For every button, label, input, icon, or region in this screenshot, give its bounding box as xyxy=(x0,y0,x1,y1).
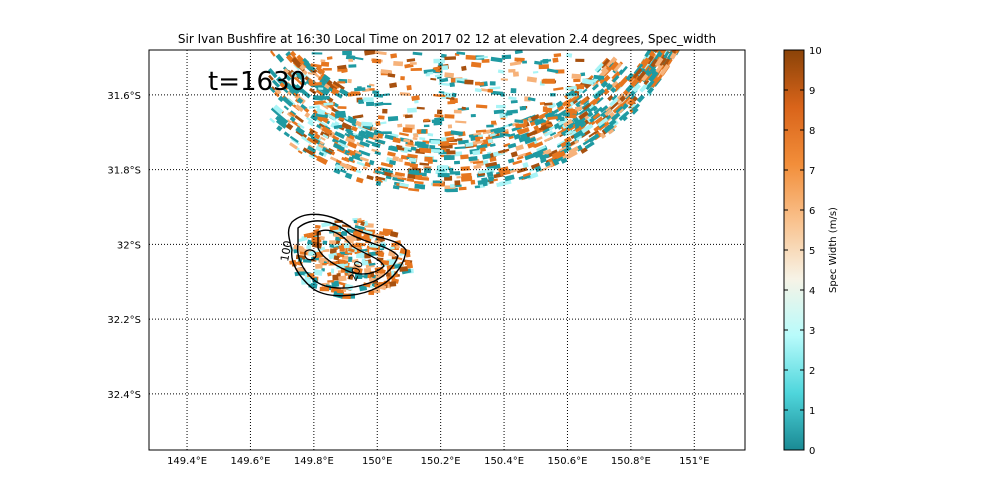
longitude-tick-label: 150°E xyxy=(362,456,392,467)
latitude-tick-labels: 31.6°S 31.8°S 32°S 32.2°S 32.4°S xyxy=(107,91,141,401)
contour-small-loop xyxy=(304,249,317,261)
map-plot-area xyxy=(149,50,745,450)
figure-title: Sir Ivan Bushfire at 16:30 Local Time on… xyxy=(178,32,716,46)
longitude-tick-label: 149.6°E xyxy=(230,456,270,467)
longitude-tick-label: 151°E xyxy=(679,456,709,467)
longitude-tick-labels: 149.4°E 149.6°E 149.8°E 150°E 150.2°E 150.4°E… xyxy=(167,456,709,467)
latitude-tick-label: 32.2°S xyxy=(107,315,141,326)
latitude-tick-label: 31.8°S xyxy=(107,166,141,177)
time-stamp-label: t=1630 xyxy=(208,67,306,97)
colorbar-ticks: 0 1 2 3 4 5 6 7 8 9 10 xyxy=(784,46,822,457)
latitude-tick-label: 32.4°S xyxy=(107,390,141,401)
longitude-tick-label: 150.2°E xyxy=(421,456,461,467)
colorbar-tick-label: 4 xyxy=(809,286,815,297)
colorbar-tick-label: 9 xyxy=(809,86,815,97)
radar-echoes xyxy=(268,50,683,300)
map-frame xyxy=(148,49,746,451)
contour-middle xyxy=(296,220,399,289)
latitude-tick-label: 32°S xyxy=(117,240,141,251)
latitude-tick-label: 31.6°S xyxy=(107,91,141,102)
colorbar-tick-label: 1 xyxy=(809,406,815,417)
contour-label-100: 100 xyxy=(278,240,294,263)
colorbar-tick-label: 0 xyxy=(809,446,815,457)
longitude-tick-label: 149.4°E xyxy=(167,456,207,467)
colorbar-tick-label: 5 xyxy=(809,246,815,257)
longitude-tick-label: 150.4°E xyxy=(484,456,524,467)
colorbar-tick-label: 7 xyxy=(809,166,815,177)
map-gridlines xyxy=(149,50,745,450)
longitude-tick-label: 150.8°E xyxy=(611,456,651,467)
colorbar-tick-label: 3 xyxy=(809,326,815,337)
colorbar-tick-label: 10 xyxy=(809,46,822,57)
contour-outer xyxy=(287,213,407,297)
colorbar-label: Spec Width (m/s) xyxy=(828,207,839,293)
colorbar xyxy=(784,50,804,450)
longitude-tick-label: 149.8°E xyxy=(294,456,334,467)
colorbar-tick-label: 6 xyxy=(809,206,815,217)
longitude-tick-label: 150.6°E xyxy=(547,456,587,467)
colorbar-tick-label: 8 xyxy=(809,126,815,137)
contour-inner xyxy=(317,229,385,275)
colorbar-tick-label: 2 xyxy=(809,366,815,377)
